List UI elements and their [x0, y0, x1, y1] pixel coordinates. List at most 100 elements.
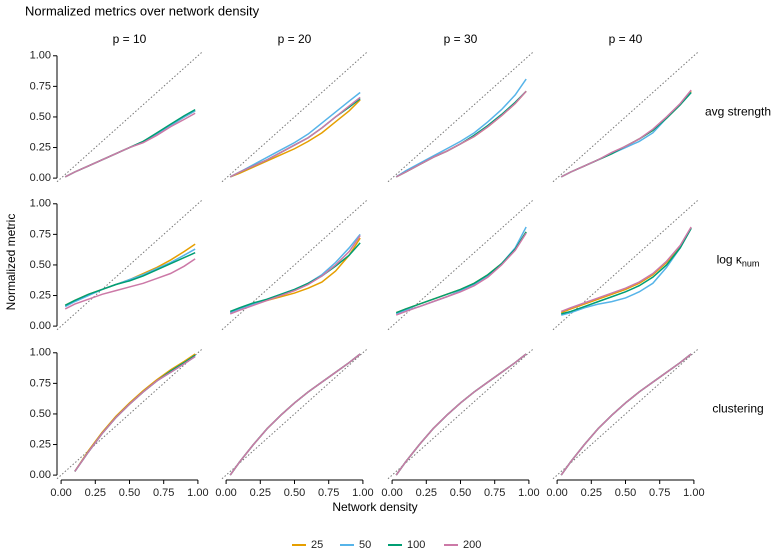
series-line	[229, 237, 361, 314]
series-line	[560, 226, 692, 313]
y-tick-label: 1.00	[30, 198, 51, 210]
x-tick-label: 0.50	[284, 487, 305, 499]
series-line	[74, 355, 196, 472]
series-line	[395, 353, 527, 476]
legend-label: 100	[407, 539, 425, 551]
y-tick-label: 0.50	[30, 111, 51, 123]
series-line	[229, 91, 361, 178]
x-tick-label: 0.50	[615, 487, 636, 499]
legend-label: 25	[311, 539, 323, 551]
series-line	[560, 89, 692, 178]
x-axis-label: Network density	[332, 500, 417, 514]
series-line	[229, 353, 361, 476]
y-tick-label: 0.25	[30, 289, 51, 301]
row-label-subscript: num	[742, 259, 760, 269]
x-tick-label: 0.00	[546, 487, 567, 499]
x-tick-label: 0.25	[581, 487, 602, 499]
x-tick-label: 1.00	[683, 487, 704, 499]
series-line	[395, 226, 527, 315]
facet-column-label: p = 20	[278, 32, 312, 46]
series-line	[395, 353, 527, 476]
series-line	[229, 233, 361, 314]
y-tick-label: 0.75	[30, 80, 51, 92]
facet-row-label: avg strength	[705, 105, 771, 119]
series-line	[561, 227, 692, 315]
series-line	[560, 353, 692, 476]
reference-diagonal	[221, 51, 368, 183]
facet-column-label: p = 30	[444, 32, 478, 46]
series-line	[560, 91, 692, 178]
series-line	[229, 242, 361, 313]
x-tick-label: 0.75	[649, 487, 670, 499]
reference-diagonal	[56, 199, 203, 331]
series-line	[64, 252, 196, 306]
x-tick-label: 0.75	[153, 487, 174, 499]
row-label-text: avg strength	[705, 105, 771, 119]
y-tick-label: 0.00	[30, 172, 51, 184]
x-tick-label: 0.00	[381, 487, 402, 499]
x-tick-label: 0.25	[416, 487, 437, 499]
x-tick-label: 0.00	[50, 487, 71, 499]
series-line	[229, 353, 361, 476]
series-line	[395, 90, 527, 178]
legend-label: 50	[359, 539, 371, 551]
series-line	[560, 91, 692, 178]
x-tick-label: 0.75	[318, 487, 339, 499]
y-tick-label: 0.75	[30, 228, 51, 240]
x-tick-label: 0.75	[484, 487, 505, 499]
reference-diagonal	[387, 51, 534, 183]
series-line	[395, 231, 527, 314]
y-tick-label: 0.50	[30, 259, 51, 271]
series-line	[74, 353, 196, 472]
x-tick-label: 0.00	[215, 487, 236, 499]
row-label-text: log κ	[717, 253, 743, 267]
x-tick-label: 0.50	[450, 487, 471, 499]
series-line	[560, 353, 692, 476]
row-label-text: clustering	[712, 402, 763, 416]
x-tick-label: 1.00	[352, 487, 373, 499]
y-tick-label: 0.00	[30, 469, 51, 481]
reference-diagonal	[552, 199, 699, 331]
facet-row-label: log κnum	[717, 253, 760, 269]
series-line	[74, 354, 196, 472]
y-tick-label: 0.75	[30, 377, 51, 389]
series-line	[74, 355, 196, 472]
series-line	[64, 112, 196, 178]
series-line	[560, 227, 692, 314]
reference-diagonal	[56, 51, 203, 183]
x-tick-label: 0.25	[85, 487, 106, 499]
series-line	[229, 235, 361, 315]
y-tick-label: 0.25	[30, 141, 51, 153]
series-line	[560, 353, 692, 476]
y-tick-label: 1.00	[30, 347, 51, 359]
legend-label: 200	[463, 539, 481, 551]
series-line	[560, 90, 692, 178]
facet-row-label: clustering	[712, 402, 763, 416]
facet-column-label: p = 40	[609, 32, 643, 46]
series-line	[229, 353, 361, 476]
series-line	[395, 353, 527, 476]
chart-title: Normalized metrics over network density	[25, 3, 260, 18]
reference-diagonal	[56, 348, 203, 480]
series-line	[229, 353, 361, 476]
series-line	[229, 98, 361, 178]
series-line	[560, 353, 692, 476]
series-line	[395, 353, 527, 476]
x-tick-label: 0.25	[250, 487, 271, 499]
reference-diagonal	[552, 348, 699, 480]
reference-diagonal	[221, 348, 368, 480]
x-tick-label: 0.50	[119, 487, 140, 499]
reference-diagonal	[221, 199, 368, 331]
x-tick-label: 1.00	[187, 487, 208, 499]
series-line	[64, 258, 196, 310]
y-axis-label: Normalized metric	[4, 214, 18, 311]
series-line	[64, 248, 196, 308]
series-line	[229, 99, 361, 178]
facet-column-label: p = 10	[113, 32, 147, 46]
reference-diagonal	[552, 51, 699, 183]
y-tick-label: 0.00	[30, 320, 51, 332]
series-line	[561, 227, 692, 316]
x-tick-label: 1.00	[518, 487, 539, 499]
y-tick-label: 1.00	[30, 50, 51, 62]
